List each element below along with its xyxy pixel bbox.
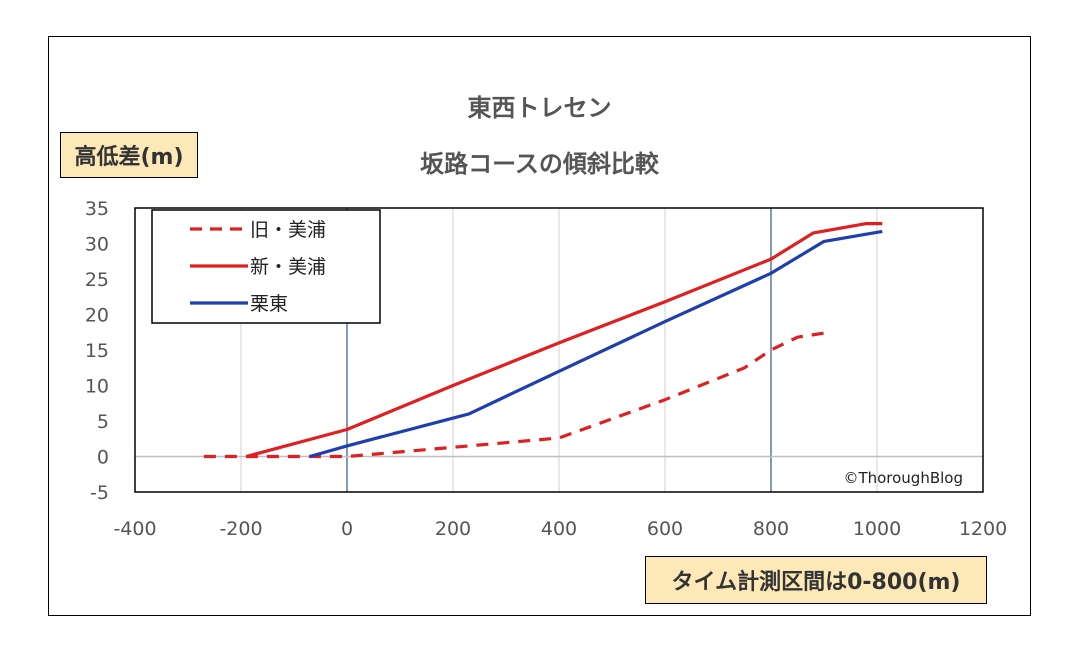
legend-entry-label: 旧・美浦 [250, 219, 326, 241]
y-tick-label: 35 [85, 198, 109, 220]
y-tick-label: 0 [97, 447, 109, 469]
x-tick-label: 600 [647, 518, 683, 540]
chart-title-line-1: 東西トレセン [467, 94, 612, 122]
series-layer [203, 222, 883, 459]
series-line [309, 229, 883, 459]
y-tick-label: 25 [85, 269, 109, 291]
plot-area-border [134, 207, 984, 493]
y-tick-label: 10 [85, 376, 109, 398]
x-axis-label: タイム計測区間は0-800(m) [645, 556, 987, 604]
series-line [245, 222, 883, 459]
x-tick-label: 1200 [959, 518, 1007, 540]
legend-entry-label: 栗東 [250, 293, 288, 315]
y-tick-label: 5 [97, 411, 109, 433]
x-tick-label: 1000 [853, 518, 901, 540]
tick-layer: -5 0 5 10 15 20 25 30 35 -400 -200 0 200 400 600 800 100… [85, 198, 1007, 540]
series-line [203, 330, 830, 459]
x-tick-label: 400 [541, 518, 577, 540]
y-tick-label: -5 [90, 482, 109, 504]
x-tick-label: 200 [435, 518, 471, 540]
legend-entry-label: 新・美浦 [250, 256, 326, 278]
x-tick-label: -400 [113, 518, 156, 540]
chart-frame [48, 36, 1031, 616]
y-tick-label: 30 [85, 234, 109, 256]
x-tick-label: -200 [219, 518, 262, 540]
x-tick-label: 0 [341, 518, 353, 540]
copyright-annotation: ©ThoroughBlog [843, 469, 963, 487]
x-tick-label: 800 [753, 518, 789, 540]
chart-title-line-2: 坂路コースの傾斜比較 [420, 150, 659, 178]
y-tick-label: 15 [85, 340, 109, 362]
y-tick-label: 20 [85, 305, 109, 327]
y-axis-label: 高低差(m) [60, 132, 198, 178]
